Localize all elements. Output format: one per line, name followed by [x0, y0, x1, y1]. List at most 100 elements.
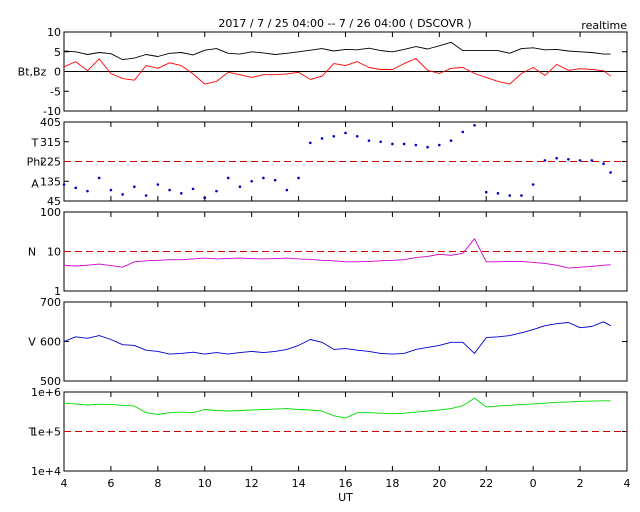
y-tick-label-angle: 135	[40, 175, 61, 188]
data-point-angle	[250, 179, 253, 183]
data-point-angle	[215, 189, 218, 193]
data-point-angle	[285, 188, 289, 192]
data-point-angle	[461, 130, 465, 134]
data-point-angle	[379, 140, 382, 144]
y-tick-label-magnetic-field: 5	[54, 46, 61, 59]
y-axis-label-temperature: T	[28, 426, 36, 439]
data-point-angle	[168, 188, 171, 192]
data-point-angle	[609, 171, 612, 174]
data-point-angle	[602, 162, 605, 165]
data-point-angle	[109, 188, 113, 192]
data-point-angle	[426, 145, 429, 149]
y-axis-label-angle: T	[31, 137, 39, 150]
data-point-angle	[496, 192, 500, 195]
y-tick-label-speed: 500	[40, 375, 61, 388]
data-point-angle	[508, 194, 512, 197]
y-axis-label-density: N	[28, 246, 36, 259]
data-point-angle	[332, 134, 336, 138]
y-tick-label-temperature: 1e+6	[31, 386, 61, 399]
x-tick-label: 4	[61, 477, 68, 490]
data-point-angle	[238, 185, 242, 189]
y-tick-label-magnetic-field: 0	[54, 66, 61, 79]
series-line-speed-0	[63, 321, 611, 355]
data-point-angle	[273, 178, 277, 182]
series-line-magnetic-field-0	[63, 41, 611, 61]
data-point-angle	[74, 186, 78, 190]
data-point-angle	[344, 131, 347, 135]
data-point-angle	[473, 123, 476, 127]
x-tick-label: 20	[432, 477, 446, 490]
data-point-angle	[133, 185, 136, 189]
series-line-magnetic-field-1	[63, 58, 611, 85]
x-tick-label: 4	[624, 477, 631, 490]
y-tick-label-speed: 600	[40, 336, 61, 349]
data-point-angle	[262, 176, 265, 180]
panel-temperature: 1e+6 1e+5 1e+4 T	[28, 386, 628, 478]
data-point-angle	[555, 156, 558, 160]
panel-speed: 700 600 500 V	[28, 296, 628, 388]
data-point-angle	[179, 192, 183, 195]
y-axis-label-angle: Phi	[27, 156, 44, 169]
data-point-angle	[320, 137, 324, 140]
data-point-angle	[438, 143, 441, 147]
data-point-angle	[402, 142, 406, 146]
x-tick-label: 6	[107, 477, 114, 490]
y-tick-label-density: 10	[47, 246, 61, 259]
panel-magnetic-field: 10 5 0 -5 -10 Bt,Bz	[18, 26, 628, 118]
series-line-temperature-0	[63, 397, 611, 419]
data-point-angle	[121, 193, 124, 196]
series-line-density-0	[63, 238, 611, 269]
x-tick-label: 10	[198, 477, 212, 490]
x-tick-label: 2	[577, 477, 584, 490]
data-point-angle	[309, 141, 312, 145]
y-tick-label-angle: 45	[47, 195, 61, 208]
x-tick-label: 22	[479, 477, 493, 490]
y-tick-label-density: 1	[54, 285, 61, 298]
panel-frame-speed	[63, 301, 628, 382]
y-axis-label-angle: A	[31, 178, 39, 191]
data-point-angle	[156, 183, 160, 186]
y-tick-label-density: 100	[40, 206, 61, 219]
data-point-angle	[531, 183, 535, 186]
data-point-angle	[590, 159, 594, 162]
x-tick-label: 16	[339, 477, 353, 490]
data-point-angle	[484, 190, 488, 194]
y-tick-label-magnetic-field: -5	[50, 85, 61, 98]
data-point-angle	[86, 189, 89, 193]
y-tick-label-magnetic-field: -10	[43, 105, 61, 118]
x-tick-label: 12	[245, 477, 259, 490]
panel-density: 100 10 1 N	[28, 206, 628, 298]
y-tick-label-angle: 405	[40, 116, 61, 129]
data-point-angle	[297, 176, 300, 180]
realtime-label: realtime	[581, 19, 627, 32]
panel-angle: 405 315 225 135 45 T Phi A	[27, 116, 628, 208]
x-tick-label: 18	[385, 477, 399, 490]
data-point-angle	[391, 142, 394, 146]
data-point-angle	[449, 139, 453, 142]
data-point-angle	[578, 159, 582, 162]
data-point-angle	[191, 187, 195, 191]
data-point-angle	[367, 139, 371, 142]
data-point-angle	[414, 143, 418, 147]
data-point-angle	[520, 194, 523, 197]
y-tick-label-temperature: 1e+4	[31, 465, 61, 478]
y-tick-label-magnetic-field: 10	[47, 26, 61, 39]
y-tick-label-angle: 225	[40, 156, 61, 169]
x-tick-label: 14	[292, 477, 306, 490]
y-tick-label-speed: 700	[40, 296, 61, 309]
data-point-angle	[144, 194, 148, 197]
figure-title: 2017 / 7 / 25 04:00 -- 7 / 26 04:00 ( DS…	[218, 17, 471, 30]
y-axis-label-speed: V	[28, 336, 36, 349]
time-axis: 4 6 8 10 12 14 16 18 20 22 0 2 4 UT	[61, 477, 631, 504]
data-point-angle	[355, 134, 359, 138]
y-axis-label-magnetic-field: Bt,Bz	[18, 66, 47, 79]
x-tick-label: 8	[154, 477, 161, 490]
y-tick-label-temperature: 1e+5	[31, 426, 61, 439]
data-point-angle	[97, 176, 101, 180]
x-axis-label: UT	[338, 491, 353, 504]
x-tick-label: 0	[530, 477, 537, 490]
data-point-angle	[543, 159, 547, 162]
data-point-angle	[203, 196, 207, 200]
data-point-angle	[62, 183, 66, 186]
